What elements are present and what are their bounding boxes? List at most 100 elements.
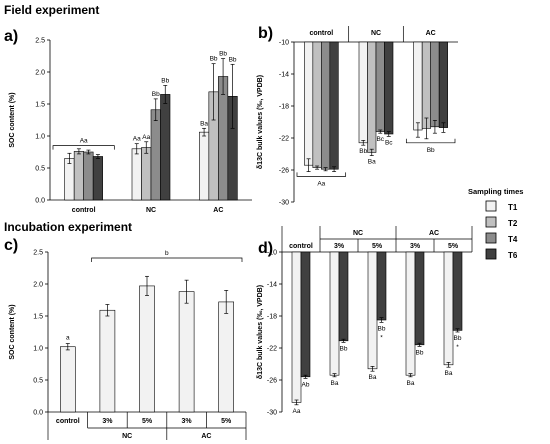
panel-b-y-tick-label: -30 [279, 200, 289, 207]
panel-a-significance-label: Aa [142, 134, 150, 141]
panel-c-group-label: AC [201, 433, 211, 440]
panel-b-bar [329, 41, 339, 170]
panel-b-y-tick-label: -18 [279, 104, 289, 111]
panel-a-significance-label: Bb [152, 91, 160, 98]
panel-d-bar [405, 251, 416, 376]
panel-b-bar [384, 41, 394, 135]
legend-swatch-t2 [485, 216, 497, 228]
panel-a-y-tick-label: 2.5 [35, 38, 45, 45]
panel-a-significance-label: Ba [200, 120, 208, 127]
panel-c-bar [178, 291, 195, 413]
panel-d-group-label: AC [429, 230, 439, 237]
panel-c-bar [59, 346, 76, 413]
panel-b-bar [304, 41, 314, 166]
panel-a-bar [83, 151, 94, 201]
panel-c-y-tick-label: 1.5 [33, 314, 43, 321]
panel-c-letter: c) [4, 237, 18, 254]
panel-b-bar [430, 41, 440, 128]
panel-b-bracket [405, 138, 456, 144]
panel-b-y-tick-label: -22 [279, 136, 289, 143]
panel-b-significance-label: Ba [368, 159, 376, 166]
panel-b-bar [312, 41, 322, 168]
panel-c-bracket [91, 257, 243, 262]
panel-d-star: * [380, 334, 383, 341]
panel-a-y-axis-title: SOC content (%) [9, 92, 16, 147]
panel-a-significance-label: Aa [133, 136, 141, 143]
panel-b-category-label: AC [426, 30, 436, 37]
panel-b-y-tick-label: -14 [279, 72, 289, 79]
panel-a-y-tick-label: 1.5 [35, 102, 45, 109]
panel-d-group-label: NC [353, 230, 363, 237]
panel-d-y-tick-label: -26 [267, 378, 277, 385]
panel-d-y-tick-label: -18 [267, 314, 277, 321]
panel-c-category-label: 3% [182, 418, 193, 425]
panel-a-bar [131, 148, 142, 201]
panel-d-category-label: control [289, 243, 313, 250]
panel-d-category-label: 3% [334, 243, 345, 250]
panel-a-significance-label: Bb [210, 56, 218, 63]
panel-a-bar [141, 147, 152, 201]
legend-label-t1: T1 [508, 203, 518, 212]
panel-b-bar [375, 41, 385, 132]
panel-c-y-tick-label: 1.0 [33, 346, 43, 353]
panel-b-bar [413, 41, 423, 131]
panel-c-y-tick-label: 0.5 [33, 378, 43, 385]
panel-d-bar [367, 251, 378, 370]
panel-d-category-label: 5% [372, 243, 383, 250]
panel-d-significance-label: Aa [293, 408, 301, 415]
panel-a-significance-label: Bb [161, 77, 169, 84]
panel-d-significance-label: Ab [302, 381, 310, 388]
incubation-experiment-title: Incubation experiment [4, 220, 132, 234]
panel-c-bar [139, 285, 155, 413]
panel-a-category-label: control [72, 207, 96, 214]
panel-d-significance-label: Ba [369, 374, 377, 381]
legend: Sampling times T1 T2 T4 T6 [468, 187, 523, 260]
panel-a-bracket [52, 145, 115, 150]
panel-b-significance-label: Bc [385, 139, 393, 146]
panel-d-bar [414, 251, 425, 346]
panel-a-bar [150, 109, 161, 201]
panel-d-bar [443, 251, 454, 366]
panel-c-y-tick-label: 2.5 [33, 250, 43, 257]
panel-a-significance-label: Bb [219, 51, 227, 58]
panel-d-y-tick-label: -22 [267, 346, 277, 353]
panel-a-letter: a) [4, 28, 18, 45]
panel-c-group-label: NC [122, 433, 132, 440]
panel-b-bar [367, 41, 377, 153]
panel-c-bracket-label: b [165, 250, 169, 257]
legend-swatch-t1 [485, 200, 497, 212]
panel-a-y-tick-label: 1.0 [35, 134, 45, 141]
panel-d-bar [329, 251, 340, 376]
legend-swatch-t6 [485, 248, 497, 260]
panel-b-bar [421, 41, 431, 129]
panel-b-bracket-label: Aa [317, 180, 325, 187]
panel-b-bar [438, 41, 448, 128]
panel-d-letter: d) [258, 240, 273, 257]
panel-c-bar [218, 301, 234, 413]
panel-d-star: * [456, 344, 459, 351]
panel-a-bar [64, 158, 75, 201]
panel-a-category-label: AC [213, 207, 223, 214]
panel-a-bar [73, 151, 84, 201]
panel-a-category-label: NC [146, 207, 156, 214]
legend-title: Sampling times [468, 187, 523, 196]
panel-d-significance-label: Bb [340, 345, 348, 352]
panel-a-bar [218, 76, 229, 201]
panel-b-category-label: NC [371, 30, 381, 37]
panel-d-y-tick-label: -14 [267, 282, 277, 289]
panel-d-bar [300, 251, 311, 378]
panel-b-y-axis-title: δ13C bulk values (‰, VPDB) [257, 75, 264, 169]
panel-c-bar [99, 309, 116, 413]
panel-d-bar [291, 251, 302, 403]
panel-d-chart: -10 -14 -18 -22 -26 -30 δ13C bulk values (‰, V… [257, 226, 473, 417]
panel-b-category-label: control [309, 30, 333, 37]
panel-a-bar [160, 94, 171, 201]
panel-c-y-tick-label: 2.0 [33, 282, 43, 289]
panel-b-bar [358, 41, 368, 144]
panel-c-category-label: control [56, 418, 80, 425]
panel-c-chart: 0.0 0.5 1.0 1.5 2.0 2.5 SOC content (%) control… [9, 250, 247, 440]
legend-label-t6: T6 [508, 251, 518, 260]
panel-d-significance-label: Ba [407, 380, 415, 387]
panel-d-y-axis-title: δ13C bulk values (‰, VPDB) [257, 285, 264, 379]
panel-a-bar [92, 156, 103, 201]
